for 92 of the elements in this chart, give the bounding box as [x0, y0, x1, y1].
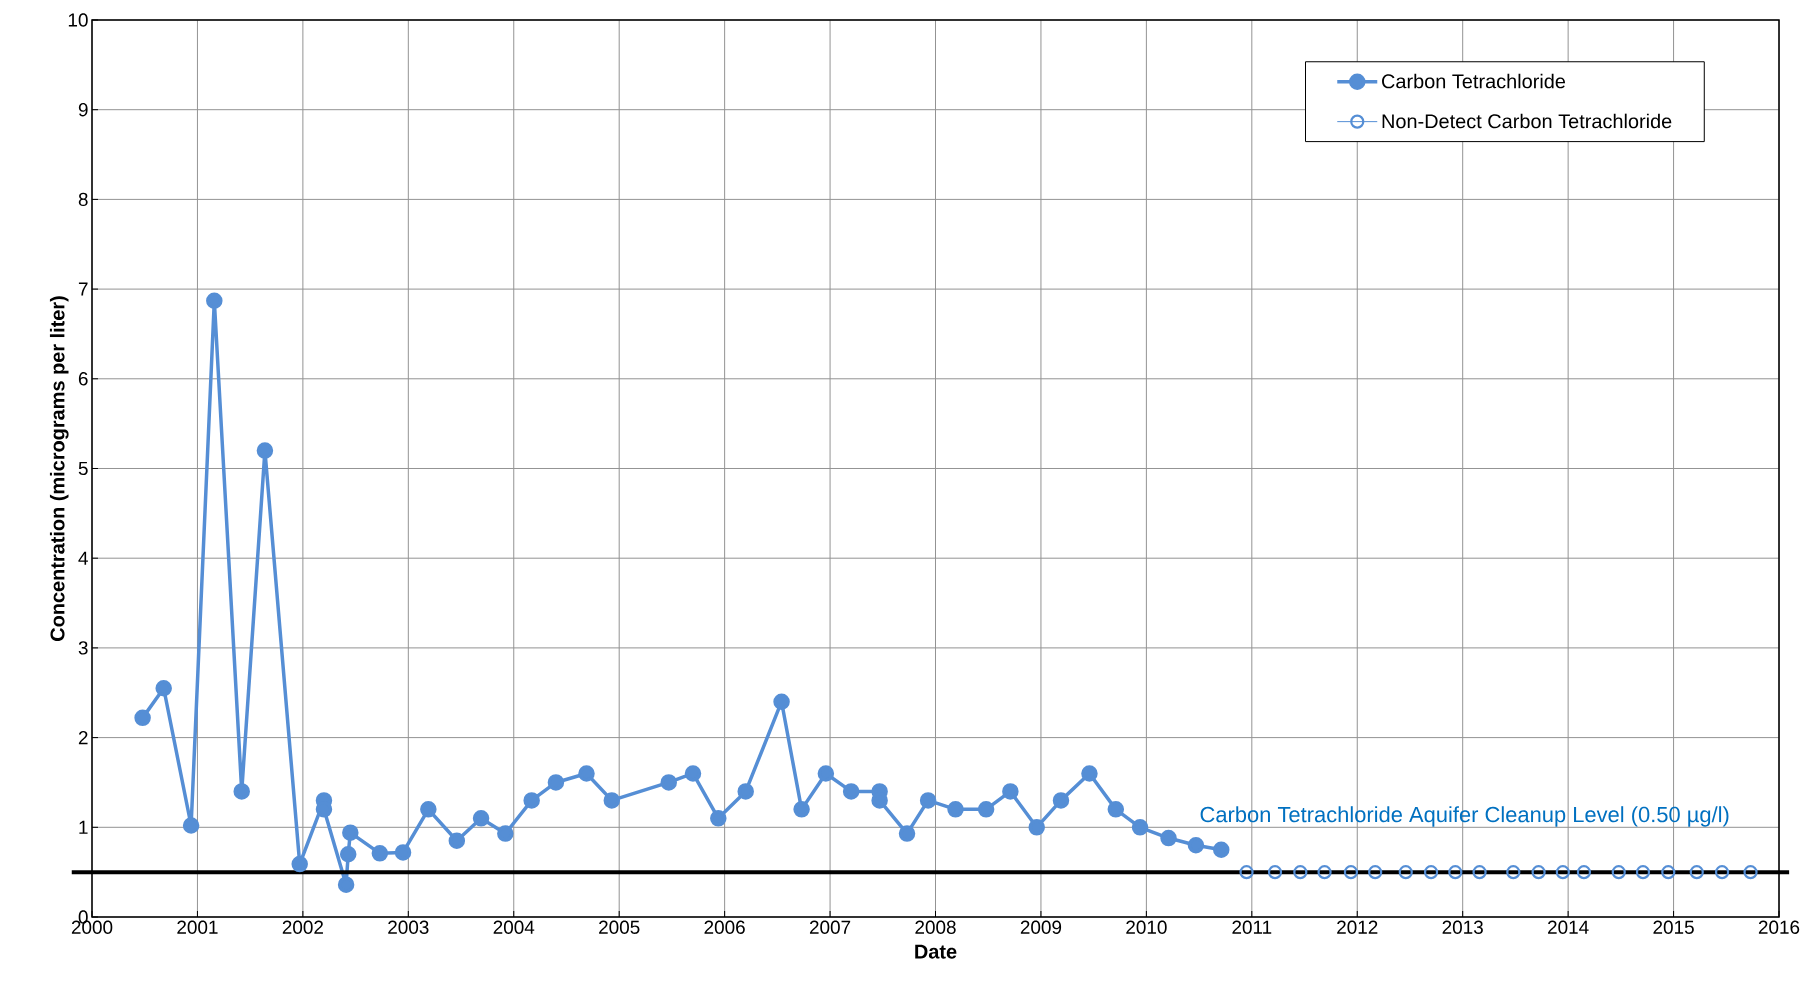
- x-tick-label: 2016: [1758, 920, 1800, 934]
- point: [660, 774, 677, 791]
- point: [497, 825, 514, 842]
- point: [1267, 865, 1283, 880]
- point: [793, 801, 810, 818]
- point: [1187, 836, 1205, 854]
- y-tick-label: 5: [78, 461, 88, 476]
- point: [1107, 801, 1125, 818]
- x-tick-label: 2010: [1126, 920, 1167, 934]
- y-tick-label: 10: [68, 13, 88, 27]
- point: [1343, 865, 1359, 880]
- point: [1028, 819, 1045, 836]
- y-tick-label: 8: [78, 192, 88, 207]
- point: [1611, 865, 1626, 880]
- x-tick-label: 2014: [1548, 920, 1589, 934]
- point: [337, 876, 355, 893]
- point: [1714, 865, 1730, 880]
- point: [448, 832, 466, 849]
- x-tick-label: 2002: [282, 920, 323, 934]
- x-tick-label: 2007: [809, 920, 851, 934]
- point: [182, 817, 200, 834]
- y-tick-label: 9: [78, 102, 88, 117]
- point: [1398, 865, 1413, 880]
- x-axis-title: Date: [915, 944, 957, 959]
- point: [291, 855, 308, 873]
- point: [339, 845, 357, 863]
- point: [523, 792, 540, 809]
- point: [773, 693, 790, 710]
- point: [1002, 783, 1019, 800]
- point: [472, 810, 490, 827]
- point: [1743, 865, 1758, 880]
- point: [977, 801, 995, 818]
- point: [919, 792, 937, 809]
- y-tick-label: 2: [78, 730, 88, 745]
- point: [684, 765, 702, 782]
- x-tick-label: 2004: [493, 920, 535, 934]
- point: [947, 801, 964, 818]
- y-axis-title: Concentration (micrograms per liter): [49, 296, 69, 641]
- point: [134, 709, 151, 727]
- point: [206, 292, 223, 309]
- x-tick-label: 2011: [1232, 920, 1272, 934]
- x-tick-label: 2013: [1442, 920, 1483, 934]
- point: [1689, 865, 1704, 880]
- x-tick-label: 2015: [1653, 920, 1694, 934]
- point: [1472, 865, 1487, 880]
- x-tick-label: 2005: [599, 920, 640, 934]
- point: [547, 774, 565, 791]
- point: [737, 783, 754, 800]
- point: [898, 825, 916, 842]
- point: [1661, 865, 1676, 880]
- y-tick-label: 1: [79, 820, 88, 834]
- x-tick-label: 2009: [1020, 920, 1062, 934]
- ref-line-label: Carbon Tetrachloride Aquifer Cleanup Level (0.50 µg/l): [1200, 806, 1729, 827]
- x-tick-label: 2003: [388, 920, 429, 934]
- point: [1317, 865, 1332, 880]
- point: [1635, 865, 1651, 880]
- legend-label: Non-Detect Carbon Tetrachloride: [1382, 113, 1672, 129]
- point: [1293, 865, 1308, 880]
- point: [710, 810, 727, 827]
- point: [420, 801, 437, 818]
- point: [371, 845, 389, 862]
- point: [1081, 765, 1098, 782]
- point: [233, 783, 250, 800]
- point: [1368, 865, 1383, 880]
- legend-label: Carbon Tetrachloride: [1382, 73, 1566, 89]
- point: [256, 442, 274, 459]
- point: [603, 792, 621, 809]
- point: [1160, 829, 1177, 847]
- point: [1212, 841, 1230, 858]
- point: [155, 680, 172, 697]
- point: [1052, 792, 1070, 809]
- point: [1506, 865, 1521, 880]
- x-tick-label: 2008: [915, 920, 956, 934]
- point: [1531, 865, 1546, 880]
- x-tick-label: 2012: [1337, 920, 1378, 934]
- point: [1555, 865, 1570, 880]
- x-tick-label: 2001: [177, 920, 218, 934]
- point: [342, 824, 359, 841]
- y-tick-label: 7: [78, 282, 88, 296]
- point: [578, 765, 595, 782]
- y-tick-label: 3: [78, 641, 88, 655]
- point: [817, 765, 835, 782]
- point: [394, 844, 412, 861]
- point: [1423, 865, 1439, 880]
- point: [1131, 819, 1149, 836]
- y-tick-label: 4: [78, 551, 88, 565]
- y-tick-label: 6: [78, 372, 88, 386]
- point: [1239, 865, 1254, 880]
- point: [842, 783, 860, 800]
- point: [1448, 865, 1463, 880]
- point: [1576, 865, 1592, 880]
- x-tick-label: 2006: [704, 920, 745, 934]
